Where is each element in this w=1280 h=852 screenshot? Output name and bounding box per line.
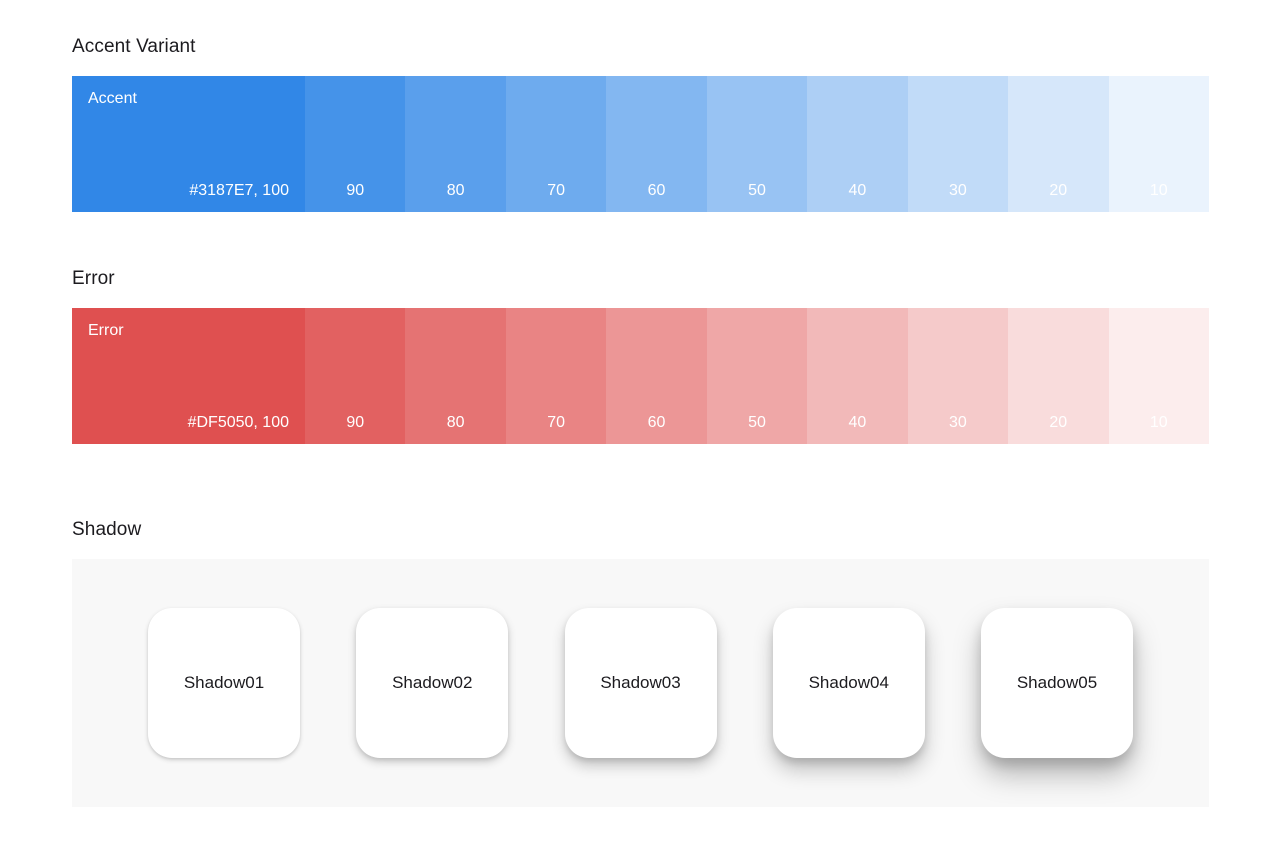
- shadow-card-5: Shadow05: [981, 608, 1133, 758]
- error-swatch-step-label: 90: [346, 414, 365, 431]
- accent-swatch-step-label: 60: [647, 182, 666, 199]
- error-swatch-30: 30: [907, 308, 1009, 444]
- error-swatch-100: Error #DF5050, 100: [72, 308, 305, 444]
- accent-swatch-40: 40: [807, 76, 908, 212]
- shadow-card-2-label: Shadow02: [392, 673, 473, 692]
- error-swatch-name-label: Error: [88, 322, 124, 339]
- error-palette-strip: Error #DF5050, 100 90 80 70 60 50 40 30 20 10: [72, 308, 1209, 444]
- shadow-card-1-label: Shadow01: [183, 673, 265, 692]
- error-swatch-90: 90: [305, 308, 406, 444]
- shadow-card-3: Shadow03: [564, 608, 717, 758]
- accent-swatch-100: Accent #3187E7, 100: [72, 76, 305, 212]
- error-swatch-step-label: 20: [1049, 414, 1068, 431]
- accent-swatch-hex-label: #3187E7, 100: [189, 182, 289, 199]
- accent-swatch-step-label: 50: [748, 182, 766, 199]
- error-swatch-20: 20: [1008, 308, 1109, 444]
- error-swatch-80: 80: [405, 308, 506, 444]
- accent-swatch-step-label: 90: [346, 182, 365, 199]
- accent-swatch-70: 70: [505, 76, 607, 212]
- accent-palette-strip: Accent #3187E7, 100 90 80 70 60 50 40 30 20 10: [72, 76, 1209, 212]
- error-swatch-step-label: 30: [948, 414, 967, 431]
- error-swatch-hex-label: #DF5050, 100: [187, 414, 289, 431]
- shadow-card-2: Shadow02: [356, 608, 509, 758]
- accent-swatch-20: 20: [1008, 76, 1109, 212]
- accent-swatch-80: 80: [405, 76, 506, 212]
- shadow-card-3-label: Shadow03: [600, 673, 681, 692]
- error-swatch-50: 50: [706, 308, 808, 444]
- accent-swatch-90: 90: [305, 76, 406, 212]
- error-swatch-step-label: 10: [1149, 414, 1168, 431]
- accent-swatch-30: 30: [907, 76, 1009, 212]
- error-swatch-40: 40: [807, 308, 908, 444]
- error-swatch-step-label: 60: [647, 414, 666, 431]
- shadow-heading: Shadow: [72, 519, 142, 540]
- accent-swatch-60: 60: [606, 76, 707, 212]
- error-swatch-step-label: 80: [446, 414, 465, 431]
- shadow-card-5-label: Shadow05: [1016, 673, 1098, 692]
- accent-swatch-step-label: 70: [547, 182, 565, 199]
- accent-swatch-step-label: 30: [948, 182, 967, 199]
- accent-swatch-step-label: 40: [848, 182, 867, 199]
- accent-swatch-step-label: 10: [1149, 182, 1168, 199]
- accent-swatch-step-label: 20: [1049, 182, 1068, 199]
- error-swatch-60: 60: [606, 308, 707, 444]
- error-swatch-70: 70: [505, 308, 607, 444]
- shadow-card-4: Shadow04: [772, 608, 925, 758]
- accent-swatch-name-label: Accent: [88, 90, 137, 107]
- accent-variant-heading: Accent Variant: [72, 36, 196, 57]
- error-heading: Error: [72, 268, 115, 289]
- accent-swatch-step-label: 80: [446, 182, 465, 199]
- error-swatch-step-label: 40: [848, 414, 867, 431]
- shadow-card-4-label: Shadow04: [808, 673, 889, 692]
- error-swatch-10: 10: [1108, 308, 1209, 444]
- error-swatch-step-label: 50: [748, 414, 766, 431]
- shadow-panel: Shadow01 Shadow02 Shadow03 Shadow04 Shad…: [72, 559, 1209, 807]
- error-swatch-step-label: 70: [547, 414, 565, 431]
- accent-swatch-10: 10: [1108, 76, 1209, 212]
- shadow-card-1: Shadow01: [148, 608, 300, 758]
- accent-swatch-50: 50: [706, 76, 808, 212]
